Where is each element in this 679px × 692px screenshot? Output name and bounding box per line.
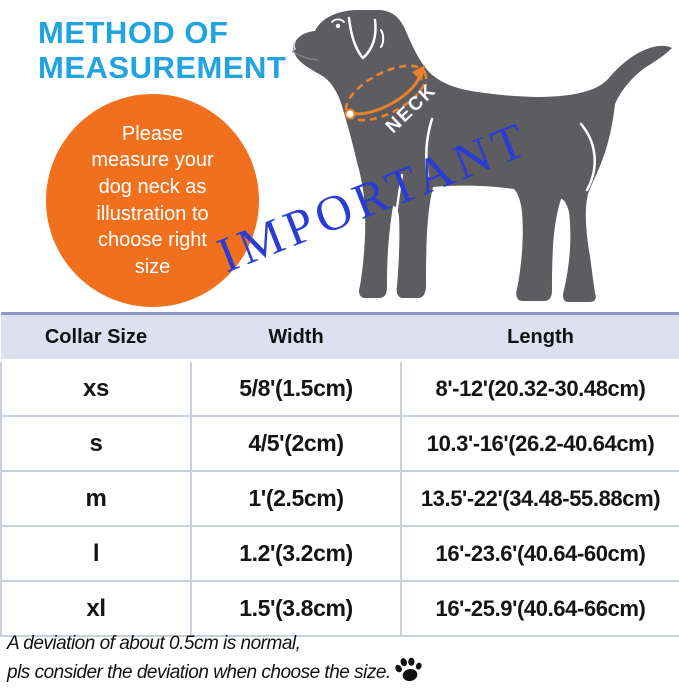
cell-size: l xyxy=(0,525,192,582)
dog-thigh-line xyxy=(579,122,596,192)
neck-measure-start-dot xyxy=(344,108,356,120)
table-row-s: s 4/5'(2cm) 10.3'-16'(26.2-40.64cm) xyxy=(0,415,679,472)
deviation-footnote: A deviation of about 0.5cm is normal, pl… xyxy=(7,630,424,687)
dog-body-silhouette xyxy=(293,10,672,302)
size-table: Collar Size Width Length xs 5/8'(1.5cm) … xyxy=(0,312,679,637)
cell-size: s xyxy=(0,415,192,472)
table-row-l: l 1.2'(3.2cm) 16'-23.6'(40.64-60cm) xyxy=(0,525,679,582)
table-row-xl: xl 1.5'(3.8cm) 16'-25.9'(40.64-66cm) xyxy=(0,580,679,637)
instruction-circle: Please measure your dog neck as illustra… xyxy=(46,94,259,307)
circle-text-line: Please xyxy=(121,122,184,145)
cell-size: m xyxy=(0,470,192,527)
cell-length: 8'-12'(20.32-30.48cm) xyxy=(400,359,679,417)
dog-eyebrow-line xyxy=(331,18,345,23)
neck-measure-arrow-icon xyxy=(412,65,425,81)
cell-width: 5/8'(1.5cm) xyxy=(190,359,402,417)
dog-eye xyxy=(335,23,341,29)
dog-ear-icon xyxy=(361,18,377,60)
cell-length: 13.5'-22'(34.48-55.88cm) xyxy=(400,470,679,527)
dog-front-leg-line xyxy=(391,173,404,246)
footnote-line2: pls consider the deviation when choose t… xyxy=(7,661,391,683)
dog-ear-fold-line xyxy=(380,29,385,48)
neck-measure-ellipse xyxy=(344,64,428,122)
cell-length: 10.3'-16'(26.2-40.64cm) xyxy=(400,415,679,472)
page-title-line1: METHOD OF xyxy=(38,15,229,50)
cell-width: 4/5'(2cm) xyxy=(190,415,402,472)
dog-shoulder-line xyxy=(425,117,434,178)
dog-ear-icon xyxy=(347,16,364,59)
circle-text-line: illustration to xyxy=(96,202,209,225)
cell-width: 1.2'(3.2cm) xyxy=(190,525,402,582)
header-collar-size: Collar Size xyxy=(1,312,191,362)
table-row-m: m 1'(2.5cm) 13.5'-22'(34.48-55.88cm) xyxy=(0,470,679,527)
dog-nostril xyxy=(292,41,296,50)
cell-length: 16'-25.9'(40.64-66cm) xyxy=(400,580,679,637)
header-length: Length xyxy=(401,312,679,362)
page-title: METHOD OF MEASUREMENT xyxy=(38,15,287,85)
circle-text-line: size xyxy=(134,255,171,278)
dog-illustration: NECK xyxy=(291,10,672,302)
size-table-header-row: Collar Size Width Length xyxy=(1,312,679,362)
circle-text-line: choose right xyxy=(98,229,207,252)
cell-length: 16'-23.6'(40.64-60cm) xyxy=(400,525,679,582)
header-width: Width xyxy=(191,312,401,362)
circle-text-line: measure your xyxy=(91,149,214,172)
cell-size: xl xyxy=(0,580,192,637)
paw-icon xyxy=(395,657,422,681)
cell-size: xs xyxy=(0,359,192,417)
table-row-xs: xs 5/8'(1.5cm) 8'-12'(20.32-30.48cm) xyxy=(0,359,679,417)
dog-mouth-line xyxy=(291,50,319,61)
cell-width: 1'(2.5cm) xyxy=(190,470,402,527)
page-title-line2: MEASUREMENT xyxy=(38,49,287,85)
footnote-line1: A deviation of about 0.5cm is normal, xyxy=(7,633,301,654)
neck-measure-arc xyxy=(349,77,421,116)
cell-width: 1.5'(3.8cm) xyxy=(190,580,402,637)
circle-text-line: dog neck as xyxy=(98,175,207,198)
